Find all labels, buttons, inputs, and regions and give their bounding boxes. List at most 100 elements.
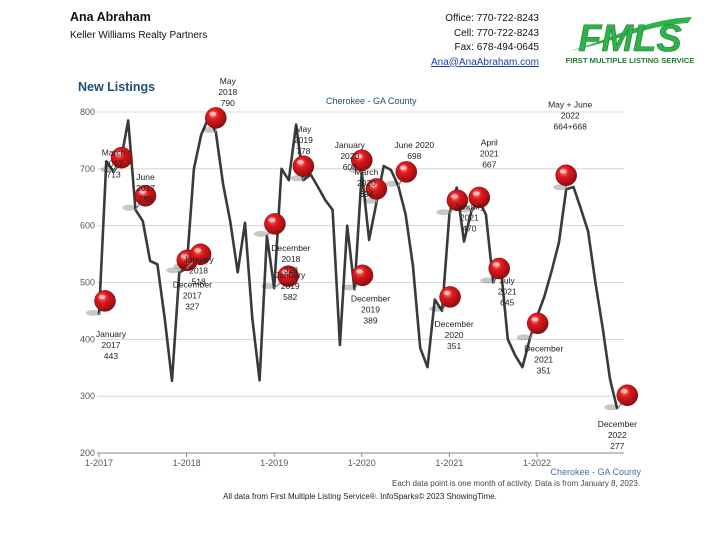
y-tick-label: 700 [80, 164, 95, 174]
legend-entry: Cherokee - GA County [550, 467, 641, 477]
office-phone: Office: 770-722-8243 [445, 13, 539, 24]
pin-marker [363, 178, 388, 204]
pin-head [351, 264, 374, 287]
data-label: December 2022 277 [598, 419, 637, 451]
pin-shadow [100, 166, 115, 173]
pin-shadow [436, 209, 451, 216]
pin-head [205, 107, 227, 129]
data-label: April 2021 667 [480, 137, 499, 169]
agent-company: Keller Williams Realty Partners [70, 30, 208, 41]
x-tick-label: 1-2020 [348, 458, 376, 468]
pin-marker [480, 257, 510, 284]
data-label: January 2017 443 [96, 329, 127, 361]
pin-marker [553, 164, 577, 191]
pin-highlight [194, 248, 202, 253]
pin-shadow [253, 230, 268, 237]
pin-highlight [399, 165, 407, 171]
pin-highlight [209, 111, 217, 117]
y-tick-label: 300 [80, 391, 95, 401]
pin-marker [253, 213, 286, 237]
pin-highlight [620, 389, 628, 394]
pin-highlight [559, 169, 567, 174]
data-label: December 2019 389 [351, 293, 390, 325]
pin-marker [385, 161, 418, 187]
fmls-logo: FMLS FIRST MULTIPLE LISTING SERVICE [566, 17, 695, 65]
pin-highlight [492, 262, 500, 267]
x-tick-label: 1-2018 [173, 458, 201, 468]
pin-shadow [480, 277, 495, 284]
data-label: January 2021 470 [454, 201, 485, 233]
data-label: December 2021 351 [524, 343, 563, 375]
pin-highlight [450, 194, 458, 199]
pin-highlight [531, 317, 539, 322]
data-label: March 2020 694 [355, 167, 379, 199]
pin-highlight [443, 290, 451, 296]
x-tick-label: 1-2022 [523, 458, 551, 468]
y-tick-label: 400 [80, 334, 95, 344]
pin-shadow [166, 267, 181, 274]
pin-head [526, 312, 549, 335]
email-link[interactable]: Ana@AnaAbraham.com [431, 56, 539, 68]
pin-head [94, 290, 116, 312]
data-label: March 2017 713 [102, 148, 126, 180]
pin-shadow [122, 204, 137, 211]
pin-marker [122, 185, 157, 211]
pin-head [292, 155, 315, 177]
y-tick-label: 600 [80, 221, 95, 231]
pin-highlight [98, 294, 106, 300]
pin-shadow [604, 404, 619, 411]
pin-shadow [261, 283, 276, 290]
pin-highlight [115, 151, 123, 156]
pin-marker [290, 155, 315, 182]
pin-shadow [86, 309, 100, 316]
pin-marker [173, 243, 212, 270]
pin-head [616, 384, 639, 406]
pin-shadow [341, 284, 356, 291]
pin-marker [348, 149, 373, 174]
cell-phone: Cell: 770-722-8243 [453, 27, 539, 39]
pin-head [264, 213, 286, 235]
pin-marker [458, 186, 491, 213]
chart-title: New Listings [78, 80, 156, 94]
pin-marker [100, 146, 133, 173]
pin-highlight [356, 269, 363, 274]
data-label: May 2018 790 [218, 76, 237, 108]
data-label: December 2020 351 [434, 319, 473, 351]
fax-number: Fax: 678-494-0645 [454, 42, 539, 53]
x-tick-label: 1-2021 [435, 458, 463, 468]
series-label: Cherokee - GA County [326, 96, 417, 106]
pin-shadow [363, 197, 378, 204]
pin-highlight [369, 182, 377, 188]
data-label: July 2021 645 [498, 276, 517, 308]
pin-marker [202, 107, 227, 133]
pin-highlight [268, 217, 276, 223]
pin-head [439, 286, 461, 308]
data-label: January 2018 518 [183, 254, 214, 286]
pin-highlight [472, 191, 480, 196]
logo-subtitle: FIRST MULTIPLE LISTING SERVICE [566, 56, 695, 65]
pin-shadow [290, 175, 305, 182]
agent-name: Ana Abraham [70, 10, 151, 24]
agent-block: Ana Abraham Keller Williams Realty Partn… [70, 10, 207, 41]
pin-highlight [296, 160, 304, 165]
logo-swoosh-icon [568, 17, 692, 51]
pin-head [555, 164, 577, 187]
pin-head [395, 161, 418, 183]
pin-marker [86, 290, 116, 316]
data-label: December 2018 328 [271, 243, 310, 275]
pin-marker [341, 264, 374, 291]
pin-highlight [281, 269, 289, 275]
source-note: All data from First Multiple Listing Ser… [223, 492, 497, 501]
pin-highlight [355, 154, 363, 159]
pin-shadow [458, 206, 473, 213]
y-tick-label: 800 [80, 107, 95, 117]
data-label: June 2020 698 [394, 140, 434, 161]
pin-highlight [180, 254, 188, 259]
pin-shadow [516, 334, 531, 341]
data-label: January 2019 582 [275, 270, 306, 302]
data-label: December 2017 327 [173, 279, 212, 311]
pin-marker [429, 286, 461, 312]
data-label: June 2017 785 [136, 172, 155, 204]
pin-marker [261, 265, 299, 290]
